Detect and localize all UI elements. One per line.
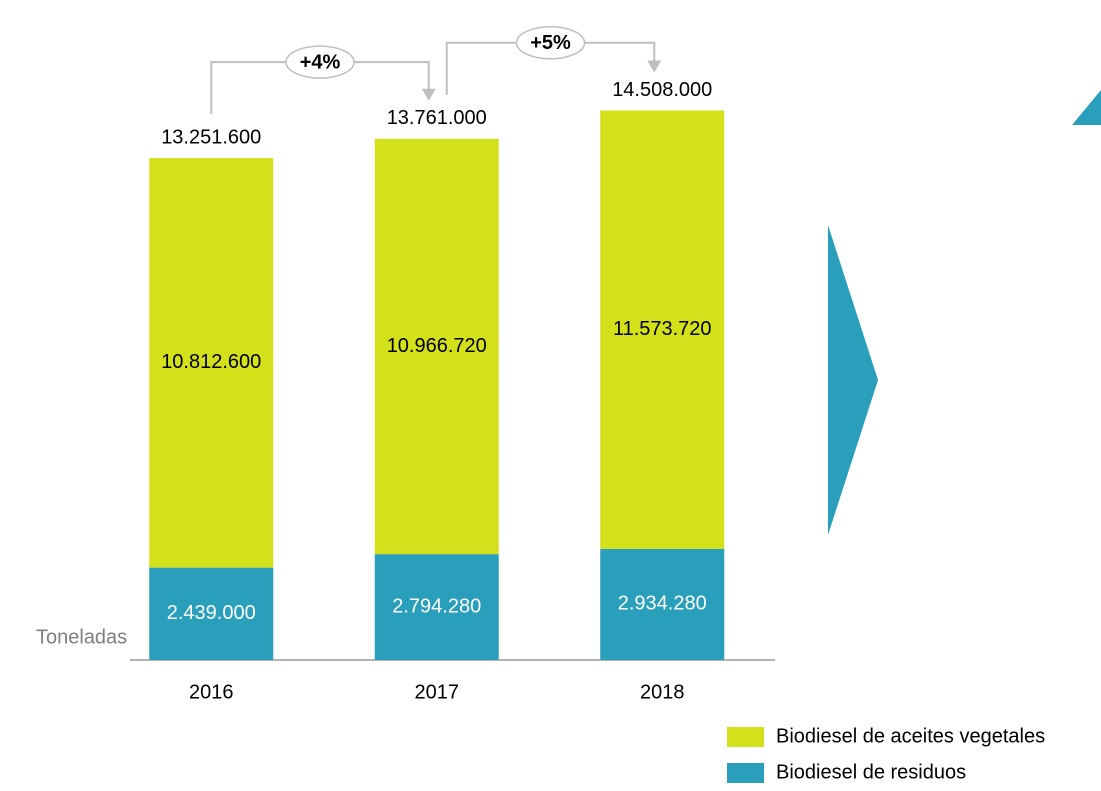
value-label: 10.966.720 [387, 335, 487, 357]
legend-label: Biodiesel de residuos [776, 761, 966, 783]
growth-arrowhead [647, 60, 662, 73]
corner-decoration [1072, 90, 1101, 125]
x-tick-label: 2016 [189, 681, 234, 703]
value-label: 2.439.000 [167, 602, 256, 624]
bar-segment [149, 567, 274, 660]
chevron-decoration [828, 225, 878, 535]
total-label: 13.251.600 [161, 126, 261, 148]
growth-arrowhead [421, 88, 436, 101]
value-label: 2.794.280 [392, 595, 481, 617]
legend-swatch [727, 763, 764, 783]
growth-label: +5% [530, 32, 571, 54]
bar-segment [149, 158, 274, 568]
bar-segment [600, 548, 725, 660]
bar-segment [600, 110, 725, 549]
bar-segment [374, 554, 499, 660]
x-tick-label: 2017 [415, 681, 460, 703]
growth-bubble [515, 26, 586, 60]
legend-swatch [727, 727, 764, 747]
value-label: 11.573.720 [613, 318, 712, 340]
y-axis-label: Toneladas [36, 626, 127, 648]
growth-label: +4% [300, 51, 341, 73]
total-label: 14.508.000 [612, 79, 712, 101]
growth-bubble [285, 45, 355, 79]
legend-label: Biodiesel de aceites vegetales [776, 725, 1045, 747]
total-label: 13.761.000 [387, 107, 487, 129]
value-label: 2.934.280 [618, 593, 707, 615]
x-tick-label: 2018 [640, 681, 685, 703]
value-label: 10.812.600 [161, 351, 261, 373]
bar-segment [374, 138, 499, 555]
